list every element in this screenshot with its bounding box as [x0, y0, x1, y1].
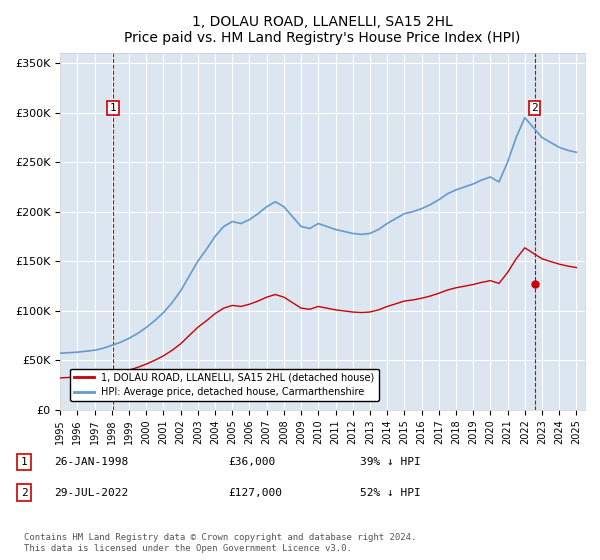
Legend: 1, DOLAU ROAD, LLANELLI, SA15 2HL (detached house), HPI: Average price, detached: 1, DOLAU ROAD, LLANELLI, SA15 2HL (detac…	[70, 368, 379, 401]
Text: 2: 2	[531, 102, 538, 113]
Text: 2: 2	[20, 488, 28, 498]
Text: £36,000: £36,000	[228, 457, 275, 467]
Text: 1: 1	[110, 102, 116, 113]
Text: 1: 1	[20, 457, 28, 467]
Text: £127,000: £127,000	[228, 488, 282, 498]
Text: 26-JAN-1998: 26-JAN-1998	[54, 457, 128, 467]
Title: 1, DOLAU ROAD, LLANELLI, SA15 2HL
Price paid vs. HM Land Registry's House Price : 1, DOLAU ROAD, LLANELLI, SA15 2HL Price …	[124, 15, 521, 45]
Text: 39% ↓ HPI: 39% ↓ HPI	[360, 457, 421, 467]
Text: 29-JUL-2022: 29-JUL-2022	[54, 488, 128, 498]
Text: 52% ↓ HPI: 52% ↓ HPI	[360, 488, 421, 498]
Text: Contains HM Land Registry data © Crown copyright and database right 2024.
This d: Contains HM Land Registry data © Crown c…	[24, 534, 416, 553]
